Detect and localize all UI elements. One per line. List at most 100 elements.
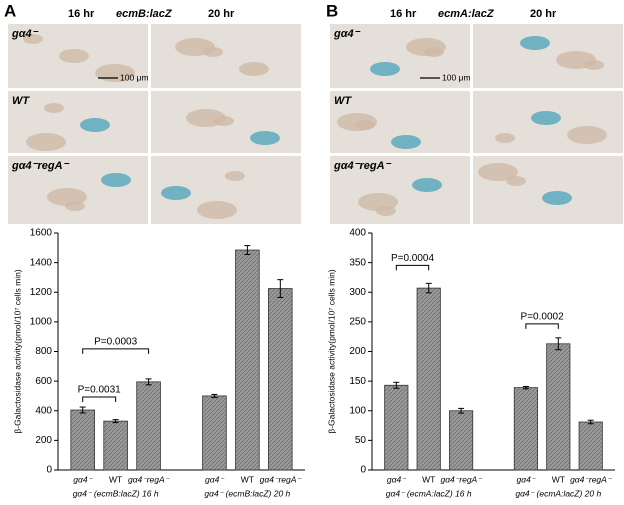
- cell-blob: [520, 36, 550, 50]
- row-label: gα4⁻regA⁻: [11, 160, 70, 172]
- group-label: gα4⁻ (ecmB:lacZ) 16 h: [73, 488, 159, 498]
- x-tick-label: gα4⁻: [387, 474, 407, 484]
- y-tick-label: 300: [349, 287, 366, 298]
- error-bar: [277, 279, 284, 298]
- y-tick-label: 250: [349, 317, 366, 328]
- cell-blob: [197, 201, 237, 219]
- photo: [473, 24, 623, 88]
- row-label: WT: [12, 95, 30, 107]
- error-bar: [79, 406, 86, 414]
- bracket: [82, 396, 117, 403]
- cell-blob: [47, 188, 87, 206]
- bar: [449, 410, 474, 471]
- cell-blob: [239, 62, 269, 76]
- cell-blob: [175, 38, 215, 56]
- cell-blob: [186, 109, 226, 127]
- cell-blob: [567, 126, 607, 144]
- group-label: gα4⁻ (ecmB:lacZ) 20 h: [204, 488, 290, 498]
- cell-blob: [225, 171, 245, 181]
- p-value: P=0.0003: [94, 337, 138, 348]
- time-label: 16 hr: [390, 8, 417, 20]
- scale-label: 100 μm: [120, 72, 149, 82]
- cell-blob: [358, 193, 398, 211]
- cell-blob: [101, 173, 131, 187]
- bracket: [82, 348, 150, 354]
- group-label: gα4⁻ (ecmA:lacZ) 20 h: [515, 488, 601, 498]
- p-value: P=0.0031: [78, 385, 122, 396]
- bracket: [395, 264, 430, 271]
- x-tick-label: gα4⁻regA⁻: [260, 474, 303, 484]
- x-tick-label: WT: [552, 474, 565, 484]
- cell-blob: [556, 51, 596, 69]
- x-tick-label: gα4⁻regA⁻: [440, 474, 483, 484]
- group-label: gα4⁻ (ecmA:lacZ) 16 h: [386, 488, 472, 498]
- cell-blob: [478, 163, 518, 181]
- y-tick-label: 200: [349, 346, 366, 357]
- y-tick-label: 200: [35, 435, 52, 446]
- y-tick-label: 800: [35, 346, 52, 357]
- x-tick-label: WT: [241, 474, 254, 484]
- bar: [384, 384, 409, 471]
- time-label: 16 hr: [68, 8, 95, 20]
- x-tick-label: gα4⁻: [205, 474, 225, 484]
- bar: [202, 395, 227, 471]
- error-bar: [522, 385, 529, 390]
- y-axis-label: β-Galactosidase activity(pmol/10⁷ cells …: [326, 269, 336, 433]
- y-tick-label: 350: [349, 257, 366, 268]
- scale-label: 100 μm: [442, 72, 471, 82]
- y-tick-label: 1200: [30, 287, 53, 298]
- cell-blob: [542, 191, 572, 205]
- bar: [70, 409, 95, 471]
- bar: [513, 387, 538, 471]
- x-tick-label: gα4⁻regA⁻: [570, 474, 613, 484]
- x-tick-label: WT: [109, 474, 122, 484]
- p-value: P=0.0004: [391, 253, 435, 264]
- cell-blob: [250, 131, 280, 145]
- y-tick-label: 400: [35, 405, 52, 416]
- photo: [151, 24, 301, 88]
- bar: [416, 287, 441, 471]
- row-label: gα4⁻: [333, 28, 361, 40]
- error-bar: [393, 381, 400, 389]
- time-label: 20 hr: [208, 8, 235, 20]
- bracket: [525, 323, 559, 329]
- x-tick-label: gα4⁻: [73, 474, 93, 484]
- cell-blob: [26, 133, 66, 151]
- y-tick-label: 600: [35, 376, 52, 387]
- error-bar: [425, 282, 432, 294]
- error-bar: [112, 419, 119, 424]
- p-value: P=0.0002: [521, 312, 565, 323]
- row-label: gα4⁻: [11, 28, 39, 40]
- bar: [268, 288, 293, 471]
- error-bar: [145, 378, 152, 386]
- y-tick-label: 50: [355, 435, 367, 446]
- row-label: WT: [334, 95, 352, 107]
- photo: [330, 24, 470, 88]
- y-axis-label: β-Galactosidase activity(pmol/10⁷ cells …: [12, 269, 22, 433]
- y-tick-label: 0: [360, 465, 366, 476]
- cell-blob: [80, 118, 110, 132]
- cell-blob: [391, 135, 421, 149]
- row-label: gα4⁻regA⁻: [333, 160, 392, 172]
- panel-letter: A: [4, 1, 16, 20]
- time-label: 20 hr: [530, 8, 557, 20]
- cell-blob: [337, 113, 377, 131]
- error-bar: [587, 419, 594, 425]
- cell-blob: [23, 34, 43, 44]
- bar: [546, 343, 571, 471]
- cell-blob: [44, 103, 64, 113]
- y-tick-label: 0: [46, 465, 52, 476]
- bar: [136, 381, 161, 471]
- y-tick-label: 150: [349, 376, 366, 387]
- bar: [235, 249, 260, 471]
- error-bar: [555, 337, 562, 351]
- bar: [103, 420, 128, 471]
- y-tick-label: 100: [349, 405, 366, 416]
- error-bar: [244, 245, 251, 255]
- reporter-label: ecmB:lacZ: [116, 8, 173, 20]
- x-tick-label: gα4⁻regA⁻: [128, 474, 171, 484]
- cell-blob: [59, 49, 89, 63]
- y-tick-label: 1400: [30, 257, 53, 268]
- cell-blob: [531, 111, 561, 125]
